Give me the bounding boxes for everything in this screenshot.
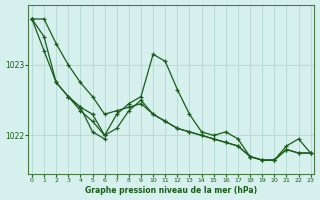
X-axis label: Graphe pression niveau de la mer (hPa): Graphe pression niveau de la mer (hPa) bbox=[85, 186, 257, 195]
